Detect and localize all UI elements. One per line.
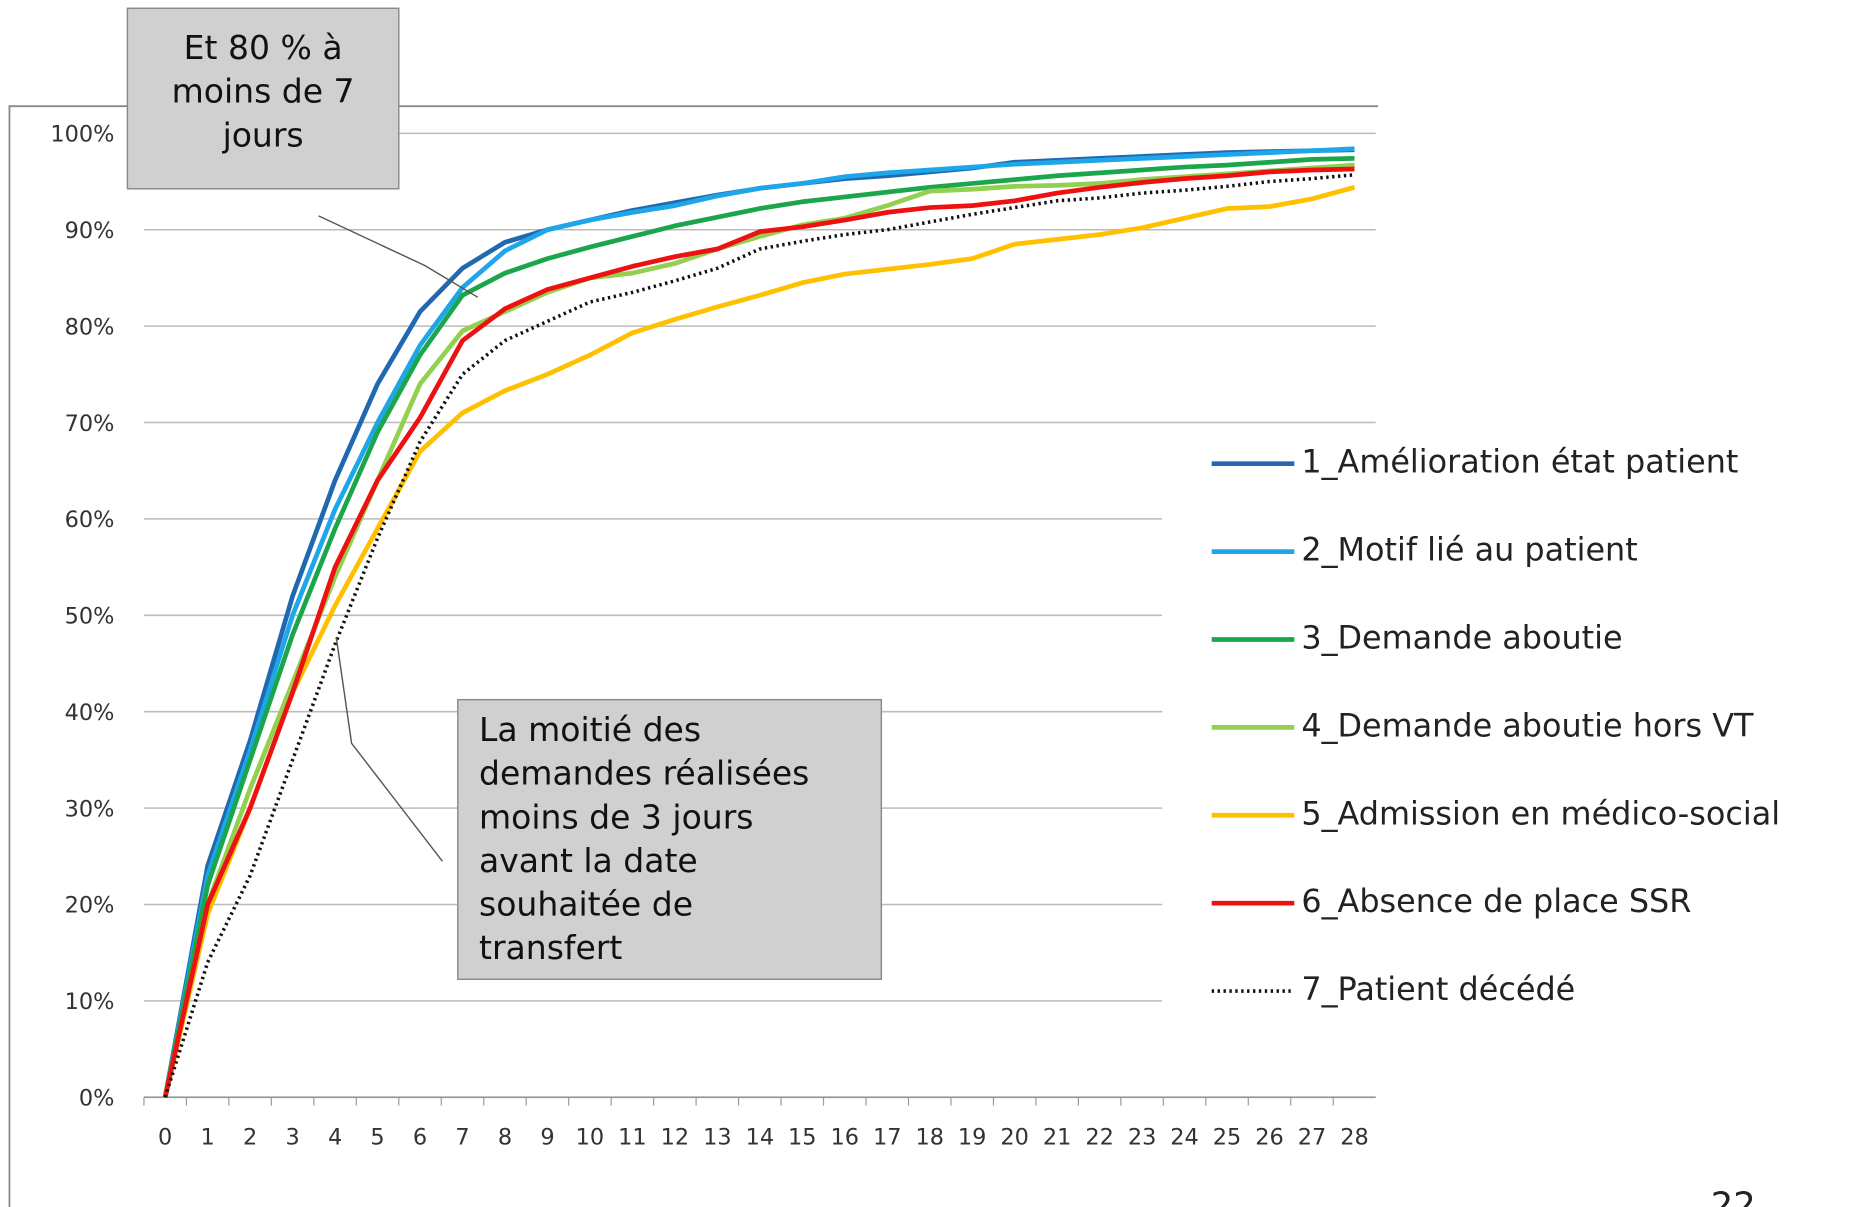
- y-tick-label: 100%: [50, 122, 114, 148]
- x-tick-label: 13: [703, 1124, 732, 1150]
- x-tick-label: 20: [1000, 1124, 1029, 1150]
- y-tick-label: 0%: [79, 1086, 115, 1112]
- series-line: [162, 166, 1355, 1098]
- x-tick-label: 0: [158, 1124, 172, 1150]
- x-tick-label: 8: [498, 1124, 512, 1150]
- annotation-text: Et 80 % à: [184, 28, 343, 67]
- x-tick-label: 26: [1255, 1124, 1284, 1150]
- x-tick-label: 1: [201, 1124, 215, 1150]
- annotation-box: [126, 7, 400, 190]
- x-tick-label: 4: [328, 1124, 342, 1150]
- annotation-leader: [335, 637, 444, 862]
- series-line: [162, 185, 1356, 1098]
- y-tick-label: 50%: [65, 604, 115, 630]
- y-tick-label: 90%: [65, 218, 115, 244]
- series-line: [162, 146, 1355, 1098]
- x-tick-label: 15: [788, 1124, 817, 1150]
- annotation-leader: [318, 215, 479, 298]
- y-tick-label: 10%: [65, 989, 115, 1015]
- y-tick-label: 60%: [65, 507, 115, 533]
- page-number: 22: [1711, 1186, 1756, 1207]
- x-tick-label: 23: [1128, 1124, 1157, 1150]
- annotation-text: souhaitée de: [479, 885, 693, 924]
- legend-label: 4_Demande aboutie hors VT: [1301, 706, 1754, 744]
- series-line: [163, 173, 1355, 1098]
- annotation-box: [457, 698, 883, 980]
- y-tick-label: 40%: [65, 700, 115, 726]
- y-tick-label: 80%: [65, 314, 115, 340]
- y-tick-label: 20%: [65, 893, 115, 919]
- x-tick-label: 3: [285, 1124, 299, 1150]
- x-tick-label: 21: [1043, 1124, 1072, 1150]
- series-line: [162, 156, 1355, 1098]
- x-tick-label: 24: [1170, 1124, 1199, 1150]
- legend-label: 7_Patient décédé: [1301, 970, 1575, 1008]
- x-tick-label: 6: [413, 1124, 427, 1150]
- y-tick-label: 30%: [65, 796, 115, 822]
- x-tick-label: 2: [243, 1124, 257, 1150]
- legend-label: 1_Amélioration état patient: [1301, 443, 1738, 481]
- legend-label: 6_Absence de place SSR: [1301, 882, 1691, 920]
- annotation-text: moins de 7: [172, 72, 355, 111]
- x-tick-label: 11: [618, 1124, 647, 1150]
- x-tick-label: 17: [873, 1124, 902, 1150]
- x-tick-label: 16: [831, 1124, 860, 1150]
- annotation-text: avant la date: [479, 841, 698, 880]
- annotation-text: transfert: [479, 928, 622, 967]
- x-tick-label: 10: [576, 1124, 605, 1150]
- frame: [8, 105, 1379, 1207]
- x-tick-label: 18: [915, 1124, 944, 1150]
- x-tick-label: 9: [540, 1124, 554, 1150]
- x-tick-label: 28: [1340, 1124, 1369, 1150]
- x-tick-label: 14: [746, 1124, 775, 1150]
- x-tick-label: 27: [1298, 1124, 1327, 1150]
- annotation-text: jours: [222, 115, 304, 154]
- annotation-text: moins de 3 jours: [479, 797, 754, 836]
- x-tick-label: 5: [370, 1124, 384, 1150]
- x-tick-label: 25: [1213, 1124, 1242, 1150]
- annotation-text: La moitié des: [479, 710, 701, 749]
- x-tick-label: 19: [958, 1124, 987, 1150]
- x-tick-label: 12: [661, 1124, 690, 1150]
- legend-label: 3_Demande aboutie: [1301, 618, 1622, 656]
- x-tick-label: 7: [455, 1124, 469, 1150]
- legend-label: 2_Motif lié au patient: [1301, 531, 1637, 569]
- annotation-text: demandes réalisées: [479, 754, 809, 793]
- legend-label: 5_Admission en médico-social: [1301, 794, 1780, 832]
- x-tick-label: 22: [1085, 1124, 1114, 1150]
- y-tick-label: 70%: [65, 411, 115, 437]
